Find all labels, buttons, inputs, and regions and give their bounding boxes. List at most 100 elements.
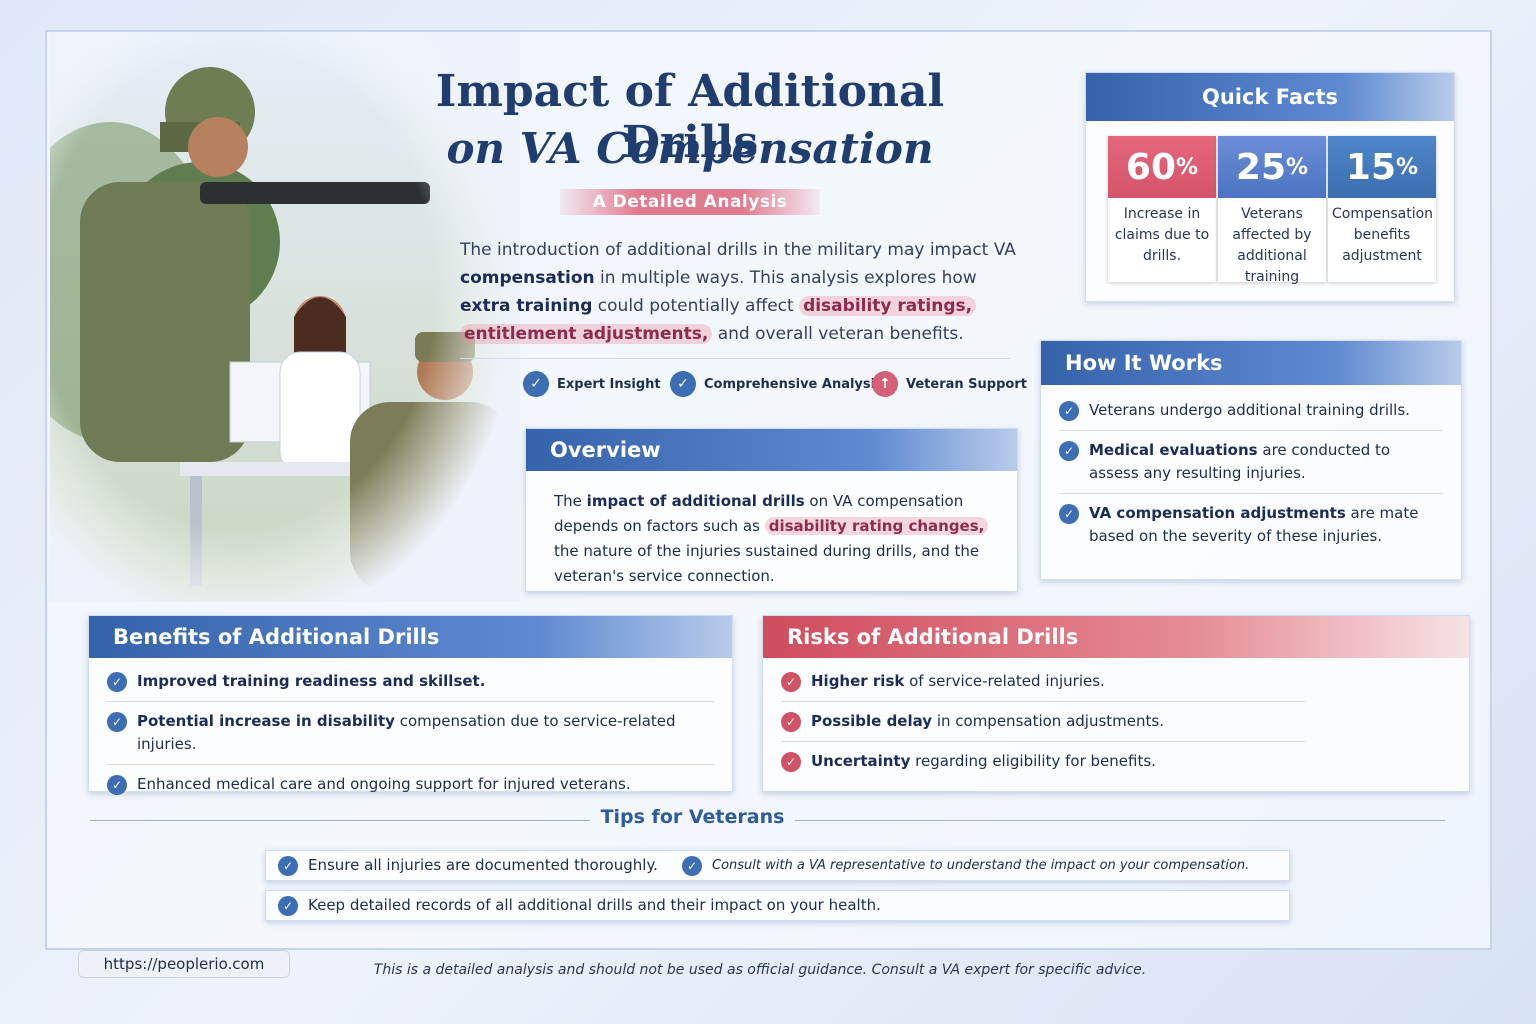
text-run: Ensure all injuries are documented thoro… [308, 856, 658, 874]
intro: The introduction of additional drills in… [460, 236, 1020, 348]
text-run: The introduction of additional drills in… [460, 240, 1016, 260]
fact-label: Compensation benefits adjustment [1332, 206, 1434, 264]
badge-text: Veteran Support [906, 376, 1027, 392]
check: ✓ [1059, 441, 1079, 461]
check: ✓ [107, 672, 127, 692]
tips-title: Tips for Veterans [600, 806, 785, 828]
badge: ↑ Veteran Support [872, 370, 1027, 398]
title-line-1: Impact of Additional Drills [435, 66, 945, 168]
badge-text: Expert Insight [557, 376, 661, 392]
risks-list: ✓ Higher risk of service-related injuries… [763, 658, 1323, 785]
tip: ✓ Ensure all injuries are documented thor… [278, 846, 658, 885]
text-run: could potentially affect [592, 296, 800, 316]
list-item: ✓ Veterans undergo additional training dr… [1059, 391, 1443, 431]
icon: ✓ [523, 371, 549, 397]
item-text: Possible delay in compensation adjustmen… [811, 710, 1164, 733]
benefits-list: ✓ Improved training readiness and skillse… [89, 658, 732, 808]
check: ✓ [107, 775, 127, 795]
overview-title: Overview [526, 429, 1017, 471]
fact-value: 15 [1345, 146, 1397, 188]
fact-number: 25% [1218, 136, 1326, 198]
divider [90, 820, 590, 821]
fact-label: Increase in claims due to drills. [1114, 206, 1210, 264]
badge: ✓ Expert Insight [523, 370, 661, 398]
overview-body: The impact of additional drills on VA co… [526, 471, 1017, 607]
tips-row [265, 890, 1290, 921]
overview: Overview The impact of additional drills… [525, 428, 1018, 592]
text-run: compensation [460, 268, 595, 288]
fact-value: 25 [1235, 146, 1287, 188]
fact-unit: % [1396, 154, 1419, 180]
text-run: The [554, 492, 587, 510]
risks-title: Risks of Additional Drills [763, 616, 1469, 658]
list-item: ✓ Higher risk of service-related injuries… [781, 662, 1305, 702]
icon: ↑ [872, 371, 898, 397]
fact-card: 15% Compensation benefits adjustment [1328, 136, 1436, 282]
tip-text: Keep detailed records of all additional … [308, 894, 881, 917]
text-run: Consult with a VA representative to unde… [712, 858, 1250, 873]
text-run: disability ratings, [799, 296, 977, 316]
how-list: ✓ Veterans undergo additional training dr… [1041, 385, 1461, 562]
text-run: Keep detailed records of all additional … [308, 896, 881, 914]
check: ✓ [781, 672, 801, 692]
text-run: Higher risk [811, 672, 905, 690]
list-item: ✓ VA compensation adjustments are mate ba… [1059, 494, 1443, 556]
text-run: in compensation adjustments. [932, 712, 1164, 730]
fact-number: 60% [1108, 136, 1216, 198]
tip: ✓ Consult with a VA representative to und… [682, 846, 1249, 885]
how-it-works: How It Works ✓ Veterans undergo additiona… [1040, 340, 1462, 580]
text-run: are conducted to assess any resulting in… [1089, 441, 1391, 482]
text-run: Possible delay [811, 712, 933, 730]
icon: ✓ [670, 371, 696, 397]
fact-card: 60% Increase in claims due to drills. [1108, 136, 1216, 282]
list-item: ✓ Possible delay in compensation adjustme… [781, 702, 1305, 742]
text-run: on VA compensation depends on factors su… [554, 492, 964, 535]
how-title: How It Works [1041, 341, 1461, 385]
illustration [50, 32, 520, 602]
list-item: ✓ Enhanced medical care and ongoing suppo… [107, 765, 714, 804]
title-line-2: on VA Compensation [446, 124, 934, 173]
fact-value: 60 [1125, 146, 1177, 188]
text-run: Enhanced medical care and ongoing suppor… [137, 775, 631, 793]
text-run: disability rating changes, [764, 517, 989, 535]
text-run: are mate based on the severity of these … [1089, 504, 1419, 545]
benefits-title: Benefits of Additional Drills [89, 616, 732, 658]
text-run: Veterans undergo additional training dri… [1089, 401, 1410, 419]
check: ✓ [781, 752, 801, 772]
text-run: of service-related injuries. [904, 672, 1105, 690]
tip-text: Consult with a VA representative to unde… [712, 854, 1249, 877]
fact-unit: % [1286, 154, 1309, 180]
check: ✓ [682, 856, 702, 876]
text-run: impact of additional drills [586, 492, 805, 510]
item-text: Uncertainty regarding eligibility for be… [811, 750, 1156, 773]
quick-facts-title: Quick Facts [1086, 73, 1454, 121]
fact-card: 25% Veterans affected by additional train… [1218, 136, 1326, 285]
text-run: Improved training readiness and skillset… [137, 672, 486, 690]
text-run: Uncertainty [811, 752, 911, 770]
fact-unit: % [1176, 154, 1199, 180]
tips-row [265, 850, 1290, 881]
text-run: the nature of the injuries sustained dur… [554, 542, 980, 585]
subtitle: A Detailed Analysis [560, 189, 820, 215]
item-text: Potential increase in disability compens… [137, 710, 714, 756]
text-run: extra training [460, 296, 593, 316]
item-text: Enhanced medical care and ongoing suppor… [137, 773, 631, 796]
benefits: Benefits of Additional Drills ✓ Improved … [88, 615, 733, 795]
divider [795, 820, 1445, 821]
disclaimer: This is a detailed analysis and should n… [373, 962, 1147, 978]
check: ✓ [278, 896, 298, 916]
item-text: VA compensation adjustments are mate bas… [1089, 502, 1443, 548]
list-item: ✓ Improved training readiness and skillse… [107, 662, 714, 702]
tip: ✓ Keep detailed records of all additional… [278, 886, 881, 925]
fact-label: Veterans affected by additional training [1232, 206, 1312, 285]
text-run: and overall veteran benefits. [712, 324, 964, 344]
check: ✓ [781, 712, 801, 732]
risks: Risks of Additional Drills ✓ Higher risk … [762, 615, 1470, 792]
text-run: entitlement adjustments, [460, 324, 713, 344]
badge: ✓ Comprehensive Analysis [670, 370, 883, 398]
list-item: ✓ Medical evaluations are conducted to as… [1059, 431, 1443, 494]
text-run: regarding eligibility for benefits. [910, 752, 1156, 770]
item-text: Veterans undergo additional training dri… [1089, 399, 1410, 422]
url[interactable]: https://peoplerio.com [78, 950, 290, 978]
